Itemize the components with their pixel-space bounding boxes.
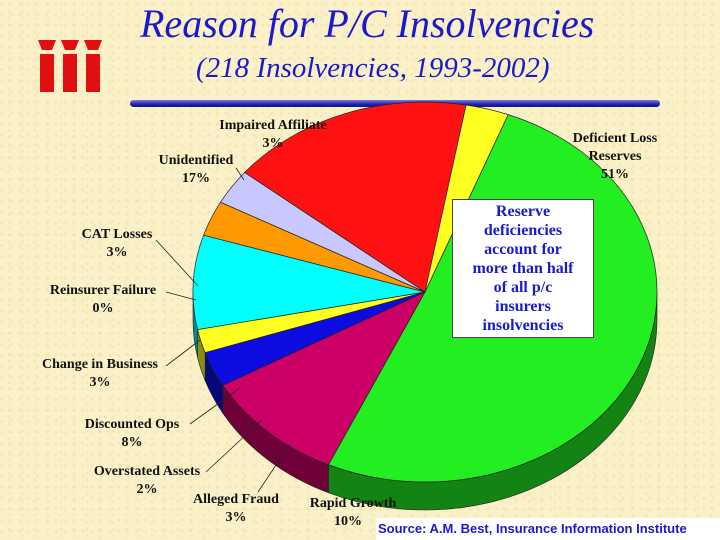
- label-rapid-growth: Rapid Growth 10%: [300, 495, 406, 531]
- leader-cat-losses: [155, 239, 199, 287]
- pie-slice-rapid-growth: [222, 291, 426, 466]
- label-text: Change in Business: [42, 357, 158, 372]
- label-value: 2%: [136, 482, 158, 497]
- label-text: Unidentified: [158, 153, 234, 168]
- label-value: 8%: [121, 435, 143, 450]
- label-value: 3%: [89, 375, 111, 390]
- pie-slice-discounted-ops: [192, 234, 426, 330]
- label-overstated-assets: Overstated Assets 2%: [84, 463, 210, 499]
- pie-slice-impaired-affiliate: [424, 104, 509, 293]
- label-value: 51%: [601, 167, 629, 182]
- pie-slice-unidentified: [244, 101, 467, 293]
- callout-line: insolvencies: [482, 317, 564, 334]
- label-text: Reinsurer Failure: [49, 283, 157, 298]
- callout-line: Reserve: [495, 203, 551, 220]
- label-deficient-loss-reserves: Deficient Loss Reserves 51%: [560, 130, 670, 184]
- leader-discounted-ops: [189, 387, 241, 425]
- label-reinsurer-failure: Reinsurer Failure 0%: [40, 282, 166, 318]
- label-text: Alleged Fraud: [193, 492, 279, 507]
- leader-reinsurer-failure: [165, 291, 197, 301]
- label-cat-losses: CAT Losses 3%: [62, 226, 172, 262]
- leader-change-in-business: [165, 339, 201, 367]
- leader-unidentified: [235, 167, 245, 181]
- label-text: Discounted Ops: [84, 417, 180, 432]
- callout-line: of all p/c: [493, 279, 553, 296]
- leader-overstated-assets: [205, 419, 263, 473]
- label-change-in-business: Change in Business 3%: [30, 356, 170, 392]
- callout-line: deficiencies: [483, 222, 563, 239]
- callout-box: Reserve deficiencies account for more th…: [452, 199, 594, 338]
- label-value: 10%: [334, 514, 362, 529]
- label-impaired-affiliate: Impaired Affiliate 3%: [208, 117, 338, 153]
- page-subtitle: (218 Insolvencies, 1993-2002): [196, 52, 550, 84]
- iii-logo: [38, 40, 102, 92]
- source-note: Source: A.M. Best, Insurance Information…: [376, 518, 720, 540]
- callout-line: more than half: [472, 260, 574, 277]
- label-discounted-ops: Discounted Ops 8%: [76, 416, 188, 452]
- label-text: CAT Losses: [81, 227, 153, 242]
- label-value: 0%: [92, 301, 114, 316]
- label-value: 3%: [106, 245, 128, 260]
- label-text: Rapid Growth: [309, 496, 397, 511]
- page-title: Reason for P/C Insolvencies: [140, 1, 595, 46]
- label-unidentified: Unidentified 17%: [148, 152, 244, 188]
- label-alleged-fraud: Alleged Fraud 3%: [184, 491, 288, 527]
- label-text: Impaired Affiliate: [219, 118, 327, 133]
- label-value: 3%: [225, 510, 247, 525]
- callout-line: insurers: [495, 298, 551, 315]
- label-value: 17%: [182, 171, 210, 186]
- label-text: Overstated Assets: [93, 464, 201, 479]
- callout-line: account for: [484, 241, 562, 258]
- label-text: Deficient Loss Reserves: [572, 131, 658, 164]
- leader-alleged-fraud: [257, 443, 291, 493]
- label-value: 3%: [262, 136, 284, 151]
